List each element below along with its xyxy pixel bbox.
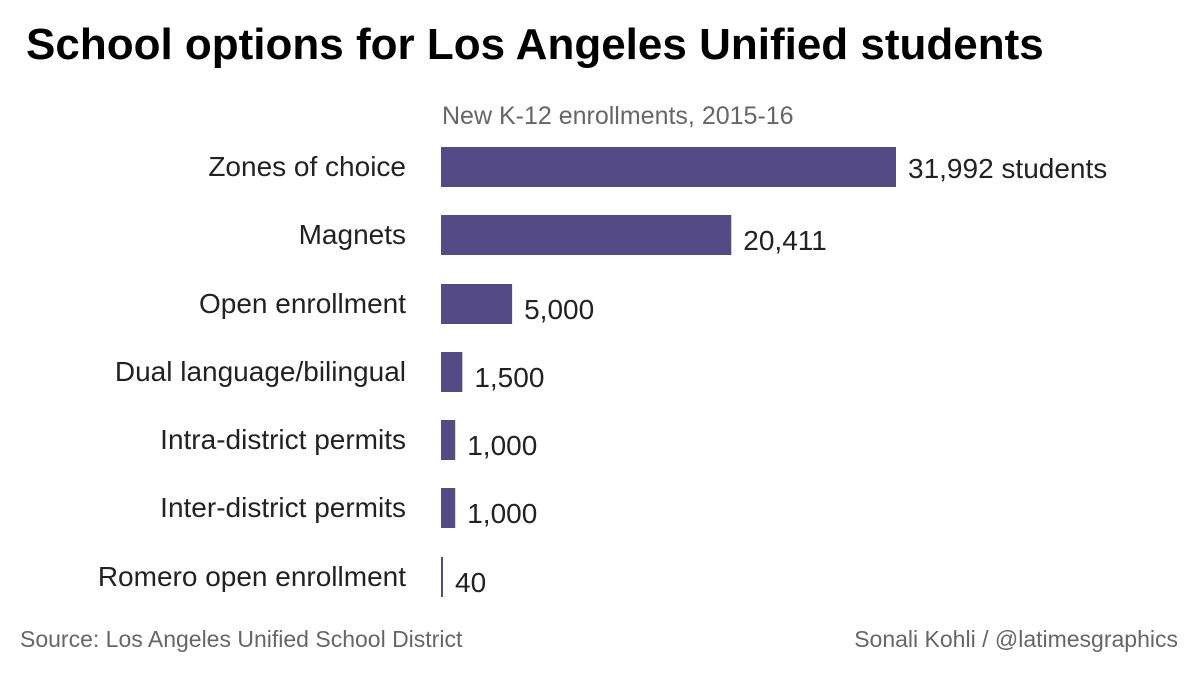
value-label-open-enrollment: 5,000	[524, 294, 594, 325]
credit-note: Sonali Kohli / @latimesgraphics	[854, 626, 1178, 652]
category-label-intra-district-permits: Intra-district permits	[160, 424, 406, 455]
value-label-zones-of-choice: 31,992 students	[908, 153, 1107, 184]
value-label-romero-open-enrollment: 40	[455, 567, 486, 598]
bars-group: Zones of choice 31,992 students Magnets 20,…	[98, 147, 1107, 598]
value-label-intra-district-permits: 1,000	[467, 430, 537, 461]
chart-title: School options for Los Angeles Unified s…	[26, 20, 1044, 69]
value-label-dual-language-bilingual: 1,500	[474, 362, 544, 393]
bar-magnets	[441, 215, 732, 255]
value-label-magnets: 20,411	[743, 225, 827, 256]
category-label-magnets: Magnets	[299, 219, 406, 250]
bar-open-enrollment	[441, 284, 513, 324]
category-label-inter-district-permits: Inter-district permits	[160, 492, 406, 523]
category-label-zones-of-choice: Zones of choice	[208, 151, 406, 182]
category-label-dual-language-bilingual: Dual language/bilingual	[115, 356, 406, 387]
bar-dual-language-bilingual	[441, 352, 463, 392]
category-label-open-enrollment: Open enrollment	[199, 288, 406, 319]
chart-subtitle: New K-12 enrollments, 2015-16	[442, 102, 794, 130]
bar-inter-district-permits	[441, 488, 456, 528]
source-note: Source: Los Angeles Unified School Distr…	[20, 626, 463, 652]
value-label-inter-district-permits: 1,000	[467, 498, 537, 529]
bar-intra-district-permits	[441, 420, 456, 460]
category-label-romero-open-enrollment: Romero open enrollment	[98, 561, 406, 592]
bar-zones-of-choice	[441, 147, 896, 187]
bar-romero-open-enrollment	[441, 557, 443, 597]
